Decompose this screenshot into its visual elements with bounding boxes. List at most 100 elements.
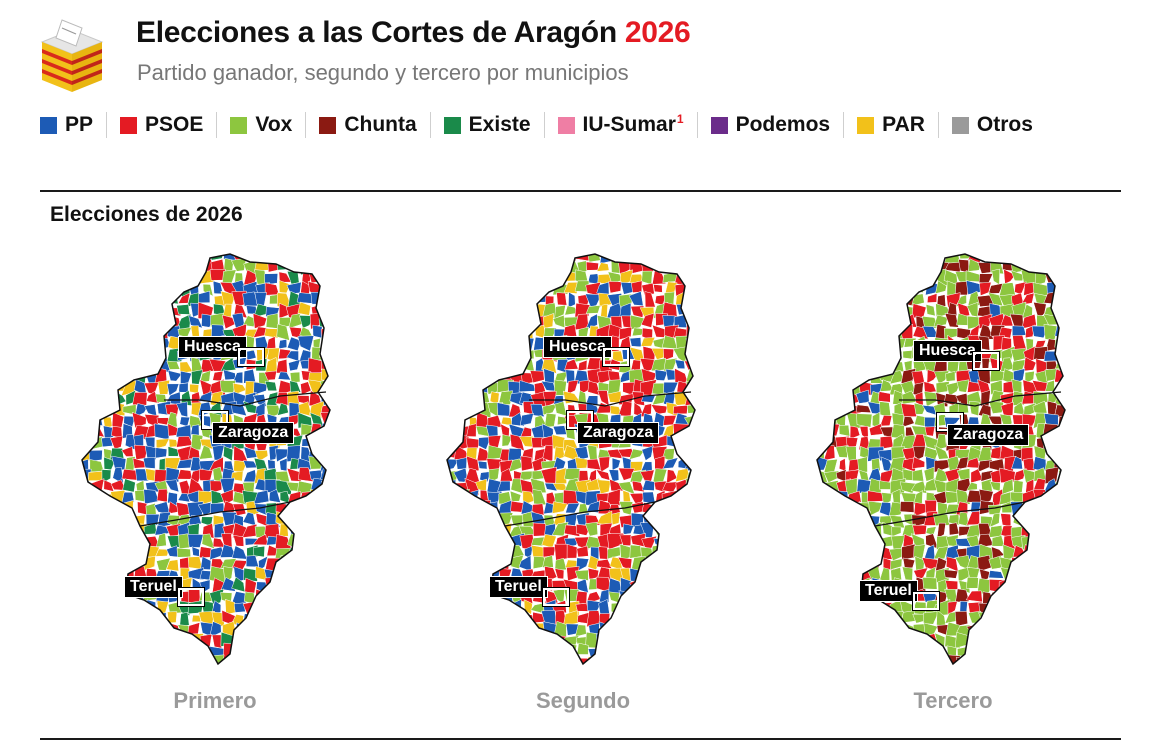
municipality-cell: [1099, 644, 1110, 657]
municipality-cell: [120, 324, 137, 339]
municipality-cell: [711, 603, 721, 615]
municipality-cell: [890, 558, 903, 571]
municipality-cell: [312, 532, 325, 550]
municipality-cell: [467, 357, 480, 372]
municipality-cell: [935, 556, 947, 573]
municipality-cell: [1099, 446, 1113, 460]
municipality-cell: [122, 512, 136, 529]
municipality-cell: [475, 303, 493, 317]
municipality-cell: [323, 522, 330, 534]
municipality-cell: [319, 653, 330, 664]
municipality-cell: [133, 646, 148, 658]
municipality-cell: [663, 258, 677, 275]
municipality-cell: [354, 304, 368, 318]
municipality-cell: [100, 568, 117, 583]
municipality-cell: [1011, 646, 1028, 656]
municipality-cell: [1077, 555, 1091, 571]
municipality-cell: [890, 653, 906, 664]
municipality-cell: [817, 501, 828, 515]
municipality-cell: [343, 557, 356, 570]
municipality-cell: [346, 281, 357, 293]
municipality-cell: [377, 340, 380, 349]
municipality-cell: [90, 380, 104, 393]
municipality-cell: [510, 654, 523, 664]
municipality-cell: [529, 370, 545, 384]
municipality-cell: [540, 466, 558, 484]
municipality-cell: [1066, 391, 1082, 406]
municipality-cell: [82, 422, 95, 439]
municipality-cell: [630, 314, 646, 330]
municipality-cell: [1032, 525, 1046, 539]
municipality-cell: [1024, 654, 1034, 664]
municipality-cell: [711, 460, 720, 472]
municipality-cell: [846, 325, 861, 342]
municipality-cell: [1090, 380, 1100, 395]
city-label-huesca: Huesca: [543, 336, 612, 358]
municipality-cell: [486, 545, 503, 558]
municipality-cell: [342, 412, 356, 425]
municipality-cell: [673, 600, 691, 614]
municipality-cell: [520, 302, 537, 319]
legend-separator: [305, 112, 307, 138]
municipality-cell: [1010, 348, 1026, 362]
municipality-cell: [1098, 416, 1113, 428]
municipality-cell: [114, 548, 126, 560]
municipality-cell: [552, 501, 568, 514]
municipality-cell: [374, 566, 380, 579]
municipality-cell: [376, 250, 380, 262]
municipality-cell: [364, 457, 379, 469]
municipality-cell: [817, 254, 828, 264]
municipality-cell: [365, 325, 379, 340]
municipality-cell: [1078, 357, 1088, 373]
municipality-cell: [98, 394, 116, 405]
municipality-cell: [903, 631, 917, 647]
municipality-cell: [177, 666, 188, 670]
municipality-cell: [447, 610, 456, 625]
municipality-cell: [101, 436, 113, 448]
municipality-cell: [143, 272, 161, 287]
municipality-cell: [1032, 600, 1049, 615]
municipality-cell: [823, 491, 839, 503]
municipality-cell: [696, 490, 709, 502]
municipality-cell: [631, 254, 646, 263]
municipality-cell: [154, 423, 171, 441]
municipality-cell: [374, 667, 380, 670]
municipality-cell: [100, 317, 114, 329]
municipality-cell: [1078, 390, 1089, 406]
municipality-cell: [825, 346, 837, 361]
municipality-cell: [343, 338, 355, 351]
municipality-cell: [858, 666, 870, 670]
municipality-cell: [352, 490, 363, 506]
municipality-cell: [176, 653, 193, 664]
municipality-cell: [1098, 535, 1115, 547]
municipality-cell: [1001, 500, 1014, 514]
municipality-cell: [965, 576, 979, 589]
municipality-cell: [1054, 325, 1065, 341]
municipality-cell: [576, 545, 589, 558]
municipality-cell: [176, 547, 191, 558]
municipality-cell: [837, 620, 851, 637]
municipality-cell: [301, 665, 312, 670]
municipality-cell: [343, 647, 355, 659]
municipality-cell: [144, 254, 159, 265]
municipality-cell: [1098, 490, 1112, 506]
municipality-cell: [447, 358, 459, 375]
municipality-cell: [355, 435, 369, 450]
municipality-cell: [509, 336, 524, 353]
municipality-cell: [332, 635, 345, 647]
municipality-cell: [352, 470, 364, 483]
municipality-cell: [1090, 545, 1102, 558]
municipality-cell: [447, 313, 459, 330]
municipality-cell: [1044, 261, 1060, 274]
municipality-cell: [343, 359, 356, 371]
municipality-cell: [445, 667, 455, 670]
municipality-cell: [686, 533, 695, 550]
municipality-cell: [988, 632, 1003, 649]
municipality-cell: [640, 613, 655, 627]
municipality-cell: [105, 668, 116, 670]
municipality-cell: [846, 261, 859, 275]
municipality-cell: [1100, 330, 1112, 340]
municipality-cell: [329, 348, 330, 363]
municipality-cell: [312, 582, 323, 593]
municipality-cell: [878, 326, 893, 339]
